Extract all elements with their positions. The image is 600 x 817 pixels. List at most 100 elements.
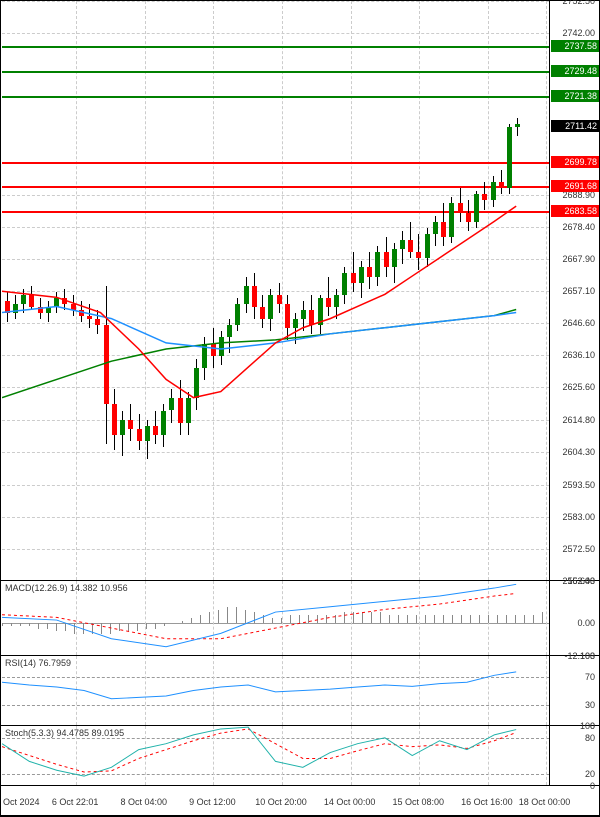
macd-histogram-bar: [488, 615, 489, 623]
macd-histogram-bar: [20, 623, 21, 626]
price-level-tag: 2683.58: [551, 205, 599, 217]
macd-histogram-bar: [263, 615, 264, 623]
macd-histogram-bar: [164, 623, 165, 626]
macd-histogram-bar: [119, 623, 120, 631]
rsi-ytick: 70: [585, 672, 595, 682]
price-ytick: 2752.50: [562, 0, 595, 6]
macd-histogram-bar: [56, 623, 57, 631]
x-axis-panel: 3 Oct 20246 Oct 22:018 Oct 04:009 Oct 12…: [1, 786, 599, 816]
macd-histogram-bar: [515, 615, 516, 623]
macd-histogram-bar: [389, 615, 390, 623]
rsi-y-axis: 10070300: [549, 656, 599, 725]
macd-histogram-bar: [191, 618, 192, 623]
support-line: [2, 162, 549, 164]
macd-histogram-bar: [443, 615, 444, 623]
macd-histogram-bar: [38, 623, 39, 628]
macd-histogram-bar: [452, 615, 453, 623]
price-ytick: 2657.10: [562, 286, 595, 296]
macd-histogram-bar: [128, 623, 129, 631]
resistance-line: [2, 71, 549, 73]
macd-histogram-bar: [155, 623, 156, 628]
macd-histogram-bar: [461, 615, 462, 623]
stoch-panel: Stoch(5.3.3) 94.4785 89.0195 10080200: [1, 726, 599, 786]
rsi-label: RSI(14) 76.7959: [5, 658, 71, 668]
macd-histogram-bar: [479, 615, 480, 623]
x-axis-label: 18 Oct 00:00: [519, 797, 571, 807]
rsi-plot-area[interactable]: [2, 656, 549, 725]
macd-histogram-bar: [344, 612, 345, 623]
price-panel: 2562.002572.502583.002593.502604.302614.…: [1, 1, 599, 581]
macd-histogram-bar: [362, 612, 363, 623]
x-axis-label: 9 Oct 12:00: [189, 797, 236, 807]
x-axis-label: 15 Oct 08:00: [392, 797, 444, 807]
macd-histogram-bar: [65, 623, 66, 631]
macd-histogram-bar: [380, 612, 381, 623]
resistance-line: [2, 96, 549, 98]
rsi-threshold-line: [2, 705, 549, 706]
macd-histogram-bar: [245, 610, 246, 624]
price-level-tag: 2691.68: [551, 180, 599, 192]
macd-histogram-bar: [434, 615, 435, 623]
stoch-threshold-line: [2, 738, 549, 739]
price-ytick: 2678.40: [562, 222, 595, 232]
price-ytick: 2636.10: [562, 350, 595, 360]
stoch-ytick: 20: [585, 769, 595, 779]
x-axis-label: 16 Oct 16:00: [461, 797, 513, 807]
price-ytick: 2625.60: [562, 382, 595, 392]
stoch-ytick: 80: [585, 733, 595, 743]
macd-histogram-bar: [542, 612, 543, 623]
rsi-ytick: 30: [585, 700, 595, 710]
macd-histogram-bar: [2, 623, 3, 626]
stoch-label: Stoch(5.3.3) 94.4785 89.0195: [5, 728, 124, 738]
price-ytick: 2572.50: [562, 544, 595, 554]
macd-histogram-bar: [299, 615, 300, 623]
x-axis-label: 8 Oct 04:00: [120, 797, 167, 807]
rsi-panel: RSI(14) 76.7959 10070300: [1, 656, 599, 726]
macd-histogram-bar: [227, 607, 228, 623]
macd-histogram-bar: [335, 615, 336, 623]
rsi-ytick: 100: [580, 651, 595, 661]
macd-histogram-bar: [11, 623, 12, 626]
macd-histogram-bar: [236, 607, 237, 623]
price-level-tag: 2729.48: [551, 65, 599, 77]
macd-ytick: 15.643: [567, 576, 595, 586]
price-level-tag: 2737.58: [551, 40, 599, 52]
macd-histogram-bar: [218, 610, 219, 624]
price-ytick: 2646.60: [562, 318, 595, 328]
macd-histogram-bar: [101, 623, 102, 634]
macd-histogram-bar: [308, 615, 309, 623]
x-axis-label: 3 Oct 2024: [0, 797, 39, 807]
macd-histogram-bar: [209, 612, 210, 623]
price-level-tag: 2699.78: [551, 156, 599, 168]
stoch-ytick: 100: [580, 721, 595, 731]
price-plot-area[interactable]: [2, 1, 549, 580]
macd-histogram-bar: [425, 615, 426, 623]
macd-histogram-bar: [317, 615, 318, 623]
macd-histogram-bar: [290, 615, 291, 623]
macd-histogram-bar: [83, 623, 84, 634]
price-ytick: 2667.90: [562, 254, 595, 264]
stoch-threshold-line: [2, 774, 549, 775]
macd-histogram-bar: [470, 615, 471, 623]
price-y-axis: 2562.002572.502583.002593.502604.302614.…: [549, 1, 599, 580]
macd-histogram-bar: [74, 623, 75, 634]
macd-histogram-bar: [137, 623, 138, 631]
trading-chart: 2562.002572.502583.002593.502604.302614.…: [0, 0, 600, 817]
macd-ytick: 0.00: [577, 618, 595, 628]
macd-histogram-bar: [353, 612, 354, 623]
price-ytick: 2604.30: [562, 447, 595, 457]
macd-histogram-bar: [182, 621, 183, 624]
macd-histogram-bar: [272, 618, 273, 623]
price-ytick: 2593.50: [562, 480, 595, 490]
macd-panel: MACD(12.26.9) 14.382 10.956 15.6430.00-1…: [1, 581, 599, 656]
price-ytick: 2742.00: [562, 28, 595, 38]
rsi-threshold-line: [2, 677, 549, 678]
macd-histogram-bar: [497, 615, 498, 623]
macd-histogram-bar: [29, 623, 30, 626]
macd-histogram-bar: [47, 623, 48, 628]
macd-histogram-bar: [110, 623, 111, 634]
price-ytick: 2583.00: [562, 512, 595, 522]
resistance-line: [2, 46, 549, 48]
macd-histogram-bar: [407, 615, 408, 623]
macd-histogram-bar: [281, 618, 282, 623]
